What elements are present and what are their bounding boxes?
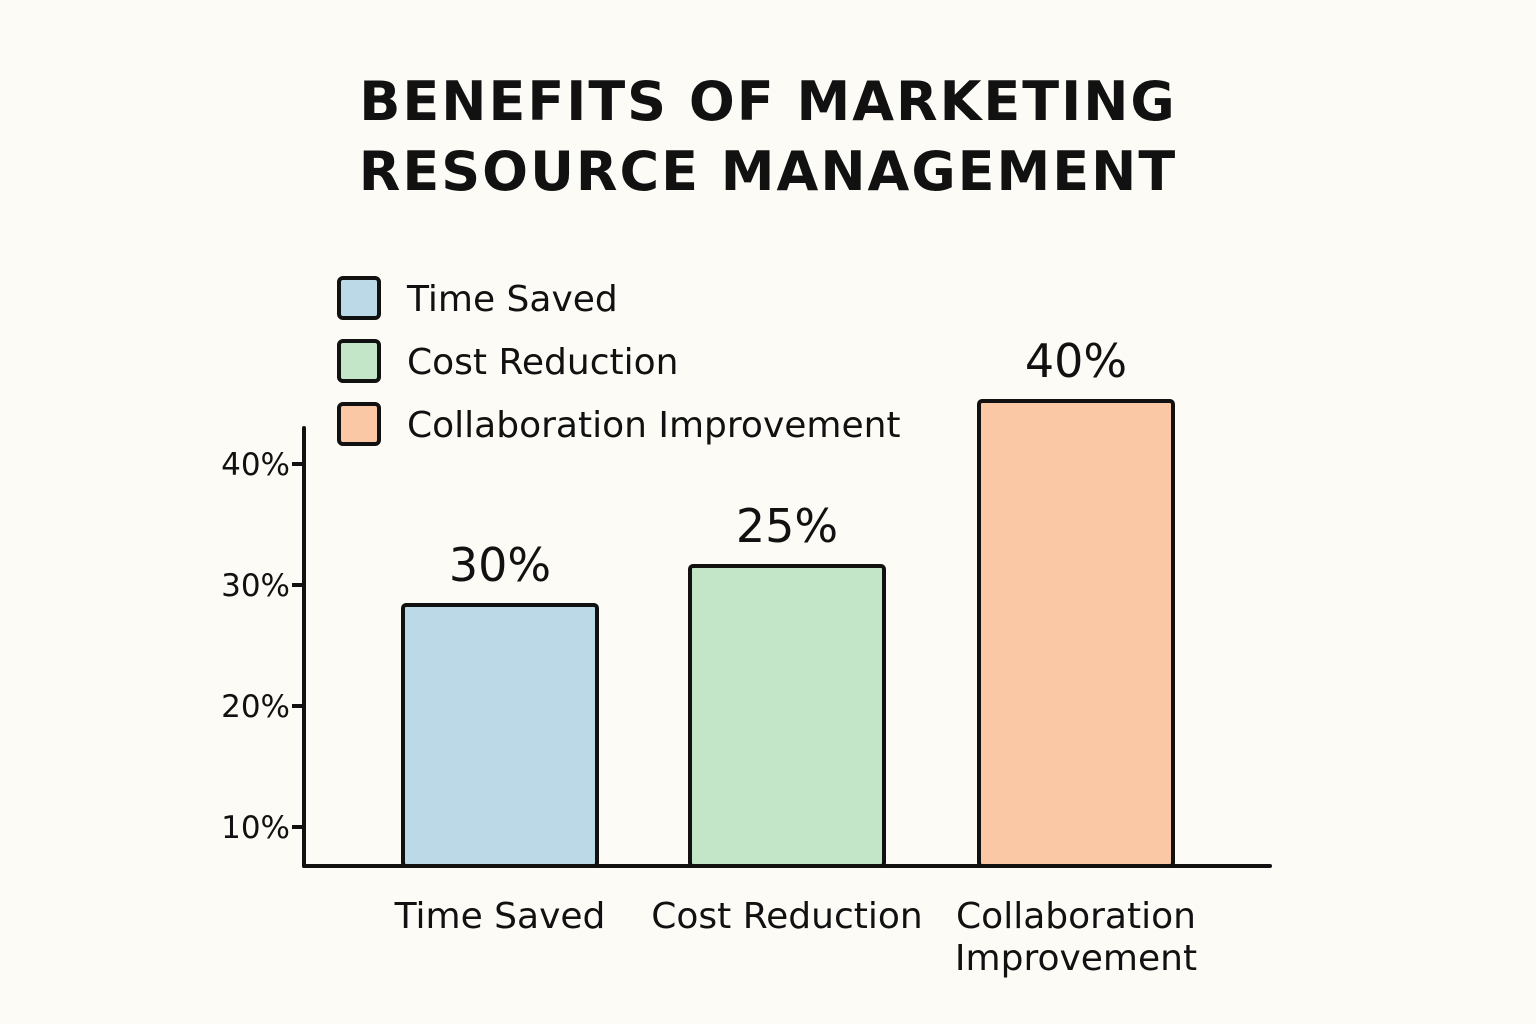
bar — [401, 603, 599, 868]
y-tick-label: 30% — [221, 568, 290, 604]
legend-label: Cost Reduction — [407, 342, 678, 383]
bar-value-label: 40% — [1025, 334, 1127, 388]
legend-swatch — [337, 402, 381, 446]
legend-swatch — [337, 276, 381, 320]
y-tick-label: 10% — [221, 810, 290, 846]
y-tick-label: 40% — [221, 447, 290, 483]
bar — [977, 399, 1175, 868]
bar-value-label: 30% — [449, 538, 551, 592]
legend-swatch — [337, 339, 381, 383]
y-tick-label: 20% — [221, 689, 290, 725]
x-category-label: Cost Reduction — [651, 896, 922, 937]
x-category-label: Time Saved — [394, 896, 606, 937]
legend-label: Time Saved — [406, 279, 618, 320]
bar-value-label: 25% — [736, 499, 838, 553]
bar — [688, 564, 886, 868]
chart-title-line-1: BENEFITS OF MARKETING — [359, 70, 1177, 133]
chart-title-line-2: RESOURCE MANAGEMENT — [358, 140, 1178, 203]
x-category-label: Improvement — [955, 938, 1197, 979]
x-category-label: Collaboration — [956, 896, 1196, 937]
legend-label: Collaboration Improvement — [407, 405, 901, 446]
